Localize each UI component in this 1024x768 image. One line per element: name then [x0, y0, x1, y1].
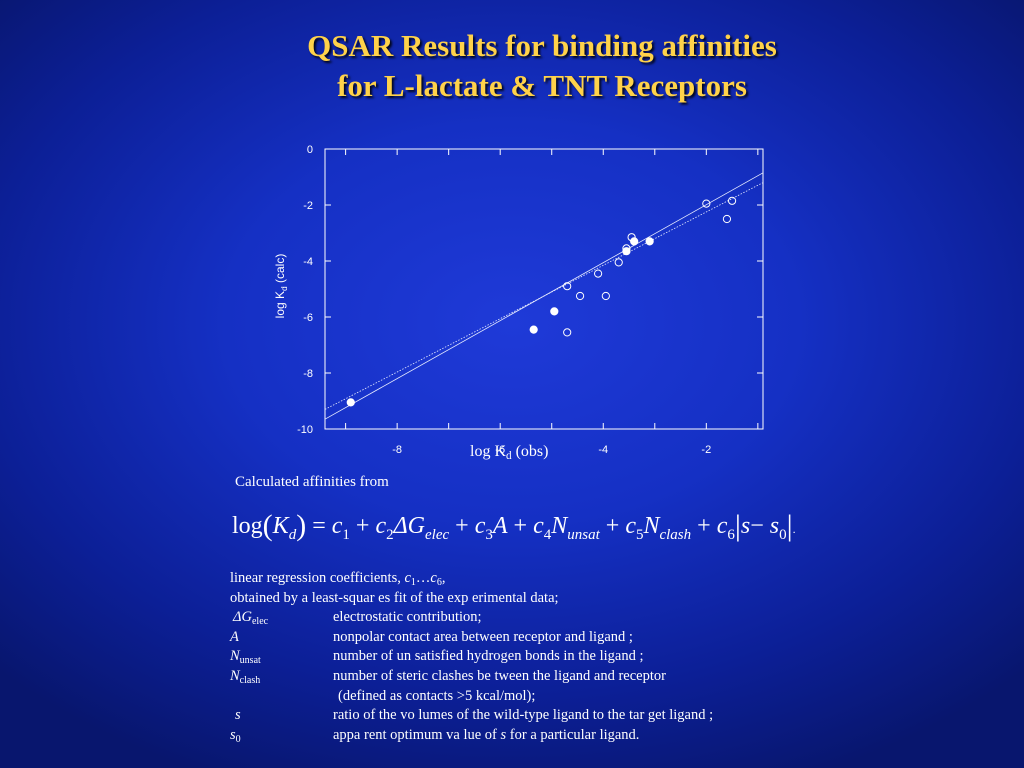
y-tick-label: -10 — [297, 424, 313, 436]
data-point-filled — [645, 237, 654, 246]
data-point-open — [594, 269, 603, 278]
y-tick-label: 0 — [307, 144, 313, 156]
axis-ticks: 0 -2 -4 -6 -8 -10 -8 -6 -4 -2 — [297, 144, 763, 456]
title-line-1: QSAR Results for binding affinities — [307, 28, 777, 63]
plot-frame — [324, 148, 764, 430]
x-axis-label: log Kd (obs) — [470, 443, 549, 462]
data-point-filled — [346, 398, 355, 407]
x-tick-label: -2 — [701, 444, 711, 456]
data-point-filled — [550, 307, 559, 316]
y-tick-label: -8 — [303, 368, 313, 380]
data-point-open — [627, 233, 636, 242]
slide-title: QSAR Results for binding affinities for … — [0, 26, 1024, 106]
data-point-filled — [529, 325, 538, 334]
data-point-open — [702, 199, 711, 208]
y-axis-label: log Kd (calc) — [273, 253, 289, 319]
data-point-open — [601, 291, 610, 301]
data-point-open — [622, 244, 631, 253]
data-point-filled — [630, 237, 639, 246]
data-point-open — [575, 291, 585, 301]
data-point-open — [563, 328, 572, 337]
regression-line — [324, 182, 764, 410]
data-point-open — [722, 214, 732, 224]
data-point-open — [727, 196, 737, 205]
fit-lines — [324, 172, 764, 420]
title-line-2: for L-lactate & TNT Receptors — [337, 68, 747, 103]
data-point-open — [563, 282, 572, 291]
x-tick-label: -6 — [495, 444, 505, 456]
x-tick-label: -8 — [392, 444, 402, 456]
intro-text: Calculated affinities from — [235, 474, 389, 490]
data-points — [346, 196, 737, 407]
y-tick-label: -4 — [303, 256, 313, 268]
y-tick-label: -2 — [303, 200, 313, 212]
y-tick-label: -6 — [303, 312, 313, 324]
x-tick-label: -4 — [598, 444, 608, 456]
data-point-open — [614, 258, 623, 267]
qsar-formula: log(Kd) = c1 + c2ΔGelec + c3A + c4Nunsat… — [232, 509, 796, 543]
data-point-filled — [622, 247, 631, 256]
